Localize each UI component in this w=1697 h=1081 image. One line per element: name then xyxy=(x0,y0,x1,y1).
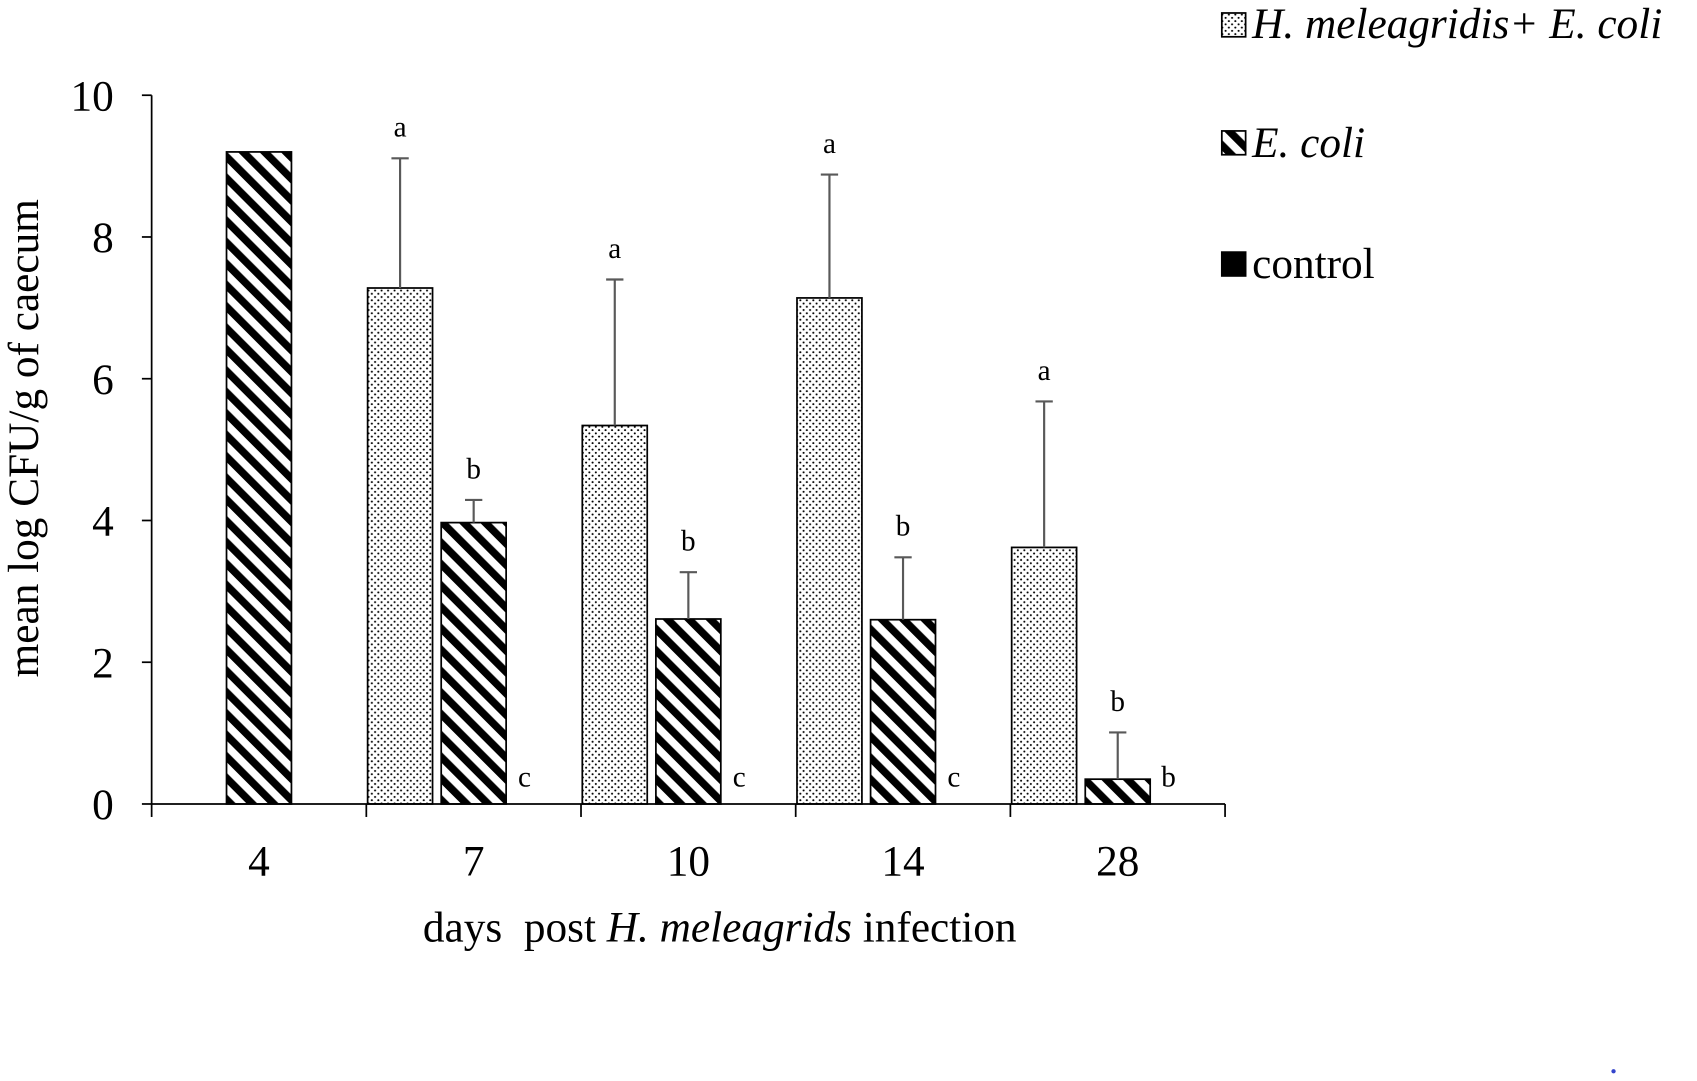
bar-hm-ecoli xyxy=(796,297,863,805)
bar-hm-ecoli xyxy=(581,424,649,805)
significance-letter: b xyxy=(1161,762,1176,794)
y-axis-title: mean log CFU/g of caecum xyxy=(0,199,48,677)
significance-letter: a xyxy=(608,233,621,265)
error-bar xyxy=(606,278,624,426)
significance-letter: a xyxy=(1038,355,1051,387)
x-tick-label: 7 xyxy=(463,837,485,885)
bars-layer xyxy=(225,151,1152,805)
significance-letter: b xyxy=(681,526,696,558)
x-axis-title: days post H. meleagrids infection xyxy=(423,903,1017,951)
legend-swatch-dots xyxy=(1220,12,1247,38)
bar-ecoli xyxy=(869,618,937,805)
x-tick-label: 4 xyxy=(248,837,270,885)
y-tick-label: 4 xyxy=(92,498,114,546)
axes-layer: 0 2 4 6 8 10 4 7 10 14 28 xyxy=(71,72,1226,885)
bar-ecoli xyxy=(440,521,507,805)
y-tick-label: 10 xyxy=(71,72,114,120)
significance-letters-layer: a a a a b b b b c c c b xyxy=(394,112,1176,794)
significance-letter: a xyxy=(394,112,407,144)
bar-ecoli xyxy=(225,151,293,805)
x-tick-label: 10 xyxy=(667,837,710,885)
legend-swatch-solid xyxy=(1220,251,1247,277)
error-bar xyxy=(391,157,409,289)
error-bar xyxy=(679,571,698,619)
y-tick-label: 0 xyxy=(92,781,114,829)
legend-item-control: control xyxy=(1220,240,1375,288)
stray-dot xyxy=(1611,1069,1616,1074)
x-axis-title-part-3: infection xyxy=(852,903,1017,951)
legend: H. meleagridis+ E. coli E. coli control xyxy=(1220,0,1662,288)
x-tick-label: 14 xyxy=(881,837,924,885)
legend-item-ecoli: E. coli xyxy=(1220,119,1365,167)
significance-letter: c xyxy=(518,762,531,794)
y-tick-label: 6 xyxy=(92,356,114,404)
error-bar xyxy=(820,173,839,298)
error-bar xyxy=(465,498,483,523)
significance-letter: c xyxy=(733,762,746,794)
significance-letter: b xyxy=(1110,686,1125,718)
legend-label-ecoli: E. coli xyxy=(1251,119,1365,167)
y-tick-label: 8 xyxy=(92,214,114,262)
legend-swatch-hatch xyxy=(1220,130,1247,156)
bar-ecoli xyxy=(655,618,722,805)
error-bar xyxy=(894,556,912,620)
bar-hm-ecoli xyxy=(1010,546,1078,805)
x-axis-title-italic-part: H. meleagrids xyxy=(606,903,852,951)
y-tick-label: 2 xyxy=(92,639,114,687)
error-bars-layer xyxy=(391,157,1127,780)
legend-label-hm-ecoli: H. meleagridis+ E. coli xyxy=(1251,0,1662,48)
legend-item-hm-ecoli: H. meleagridis+ E. coli xyxy=(1220,0,1662,48)
significance-letter: a xyxy=(823,128,836,160)
significance-letter: b xyxy=(466,453,481,485)
significance-letter: c xyxy=(947,762,960,794)
x-tick-label: 28 xyxy=(1096,837,1139,885)
error-bar xyxy=(1035,400,1053,548)
x-axis-title-part-1: days post xyxy=(423,903,607,951)
bar-ecoli xyxy=(1084,778,1152,805)
error-bar xyxy=(1109,731,1127,780)
significance-letter: b xyxy=(896,511,911,543)
legend-label-control: control xyxy=(1252,240,1375,288)
bar-hm-ecoli xyxy=(366,287,434,805)
